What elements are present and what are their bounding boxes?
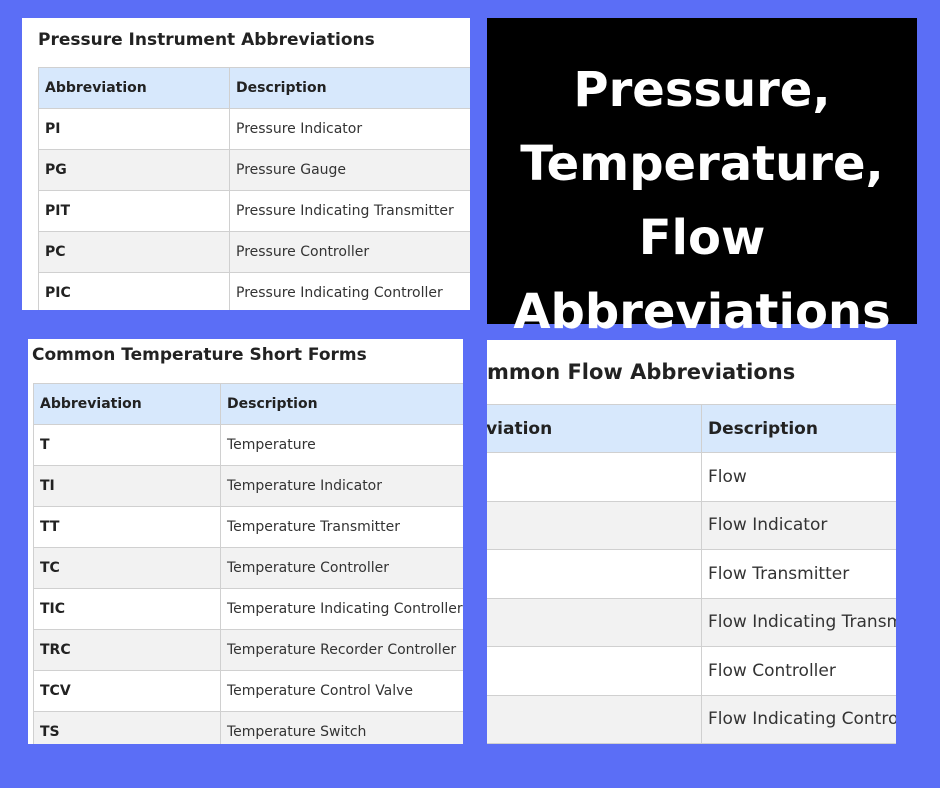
- abbreviation-cell: TT: [33, 506, 221, 548]
- panel-title: Common Temperature Short Forms: [32, 345, 367, 365]
- description-cell: Flow Controller: [701, 646, 896, 696]
- table: Abbreviation Description PI Pressure Indica…: [38, 67, 470, 310]
- header-row: Abbreviation Description: [33, 383, 463, 425]
- panel-title: Pressure Instrument Abbreviations: [38, 30, 375, 50]
- table: Abbreviation Description T Temperature TI Tem…: [33, 383, 463, 744]
- description-cell: Temperature Transmitter: [220, 506, 463, 548]
- abbreviation-cell: TCV: [33, 670, 221, 712]
- abbreviation-cell: PG: [38, 149, 230, 191]
- description-cell: Temperature Switch: [220, 711, 463, 744]
- table-row: PG Pressure Gauge: [38, 149, 470, 191]
- description-cell: Temperature Indicating Controller: [220, 588, 463, 630]
- abbreviation-cell: TC: [33, 547, 221, 589]
- banner-line: Flow: [638, 210, 766, 266]
- description-cell: Temperature Controller: [220, 547, 463, 589]
- header-cell: Description: [220, 383, 463, 425]
- description-cell: Temperature Recorder Controller: [220, 629, 463, 671]
- table-row: PC Pressure Controller: [38, 231, 470, 273]
- panel-title: mmon Flow Abbreviations: [487, 360, 796, 384]
- table-row: TCV Temperature Control Valve: [33, 670, 463, 712]
- header-cell: Abbreviation: [33, 383, 221, 425]
- table-row: PI Pressure Indicator: [38, 108, 470, 150]
- abbreviation-cell: TS: [33, 711, 221, 744]
- abbreviation-cell: PI: [38, 108, 230, 150]
- table-row: TT Temperature Transmitter: [33, 506, 463, 548]
- table-row: TS Temperature Switch: [33, 711, 463, 744]
- description-cell: Pressure Indicating Transmitter: [229, 190, 470, 232]
- table-row: Flow Indicating Controlle: [487, 694, 896, 744]
- table-row: TIC Temperature Indicating Controller: [33, 588, 463, 630]
- abbreviation-cell: [487, 452, 702, 502]
- description-cell: Temperature: [220, 424, 463, 466]
- abbreviation-cell: PC: [38, 231, 230, 273]
- abbreviation-cell: [487, 549, 702, 599]
- description-cell: Temperature Control Valve: [220, 670, 463, 712]
- description-cell: Pressure Gauge: [229, 149, 470, 191]
- description-cell: Flow Transmitter: [701, 549, 896, 599]
- abbreviation-cell: TIC: [33, 588, 221, 630]
- abbreviation-cell: TRC: [33, 629, 221, 671]
- banner-line: Temperature,: [520, 136, 884, 192]
- abbreviation-cell: T: [33, 424, 221, 466]
- header-cell: Description: [701, 404, 896, 453]
- flow-panel: mmon Flow Abbreviations breviationDescri…: [487, 340, 896, 744]
- table-row: TI Temperature Indicator: [33, 465, 463, 507]
- description-cell: Temperature Indicator: [220, 465, 463, 507]
- temperature-panel: Common Temperature Short Forms Abbreviat…: [28, 339, 463, 744]
- table-row: TC Temperature Controller: [33, 547, 463, 589]
- table-row: T Temperature: [33, 424, 463, 466]
- description-cell: Flow Indicating Transmitt: [701, 597, 896, 647]
- description-cell: Pressure Indicator: [229, 108, 470, 150]
- abbreviation-cell: [487, 500, 702, 550]
- description-cell: Flow: [701, 452, 896, 502]
- abbreviation-cell: PIC: [38, 272, 230, 310]
- abbreviation-cell: [487, 694, 702, 744]
- description-cell: Flow Indicating Controlle: [701, 694, 896, 744]
- table: breviationDescriptionFlowFlow IndicatorF…: [487, 404, 896, 744]
- abbreviation-cell: PIT: [38, 190, 230, 232]
- banner: Pressure, Temperature, Flow Abbreviation…: [487, 18, 917, 340]
- header-cell: Abbreviation: [38, 67, 230, 109]
- abbreviation-cell: [487, 646, 702, 696]
- table-row: Flow Indicating Transmitt: [487, 597, 896, 647]
- description-cell: Pressure Controller: [229, 231, 470, 273]
- table-row: Flow Indicator: [487, 500, 896, 550]
- header-cell: Description: [229, 67, 470, 109]
- table-row: TRC Temperature Recorder Controller: [33, 629, 463, 671]
- abbreviation-cell: TI: [33, 465, 221, 507]
- description-cell: Pressure Indicating Controller: [229, 272, 470, 310]
- pressure-panel: Pressure Instrument Abbreviations Abbrev…: [22, 18, 470, 310]
- banner-line: Abbreviations: [513, 284, 891, 340]
- table-row: PIT Pressure Indicating Transmitter: [38, 190, 470, 232]
- table-row: Flow Transmitter: [487, 549, 896, 599]
- banner-line: Pressure,: [573, 62, 831, 118]
- abbreviation-cell: [487, 597, 702, 647]
- table-row: Flow Controller: [487, 646, 896, 696]
- description-cell: Flow Indicator: [701, 500, 896, 550]
- table-row: PIC Pressure Indicating Controller: [38, 272, 470, 310]
- header-row: Abbreviation Description: [38, 67, 470, 109]
- table-row: Flow: [487, 452, 896, 502]
- header-cell: breviation: [487, 404, 702, 453]
